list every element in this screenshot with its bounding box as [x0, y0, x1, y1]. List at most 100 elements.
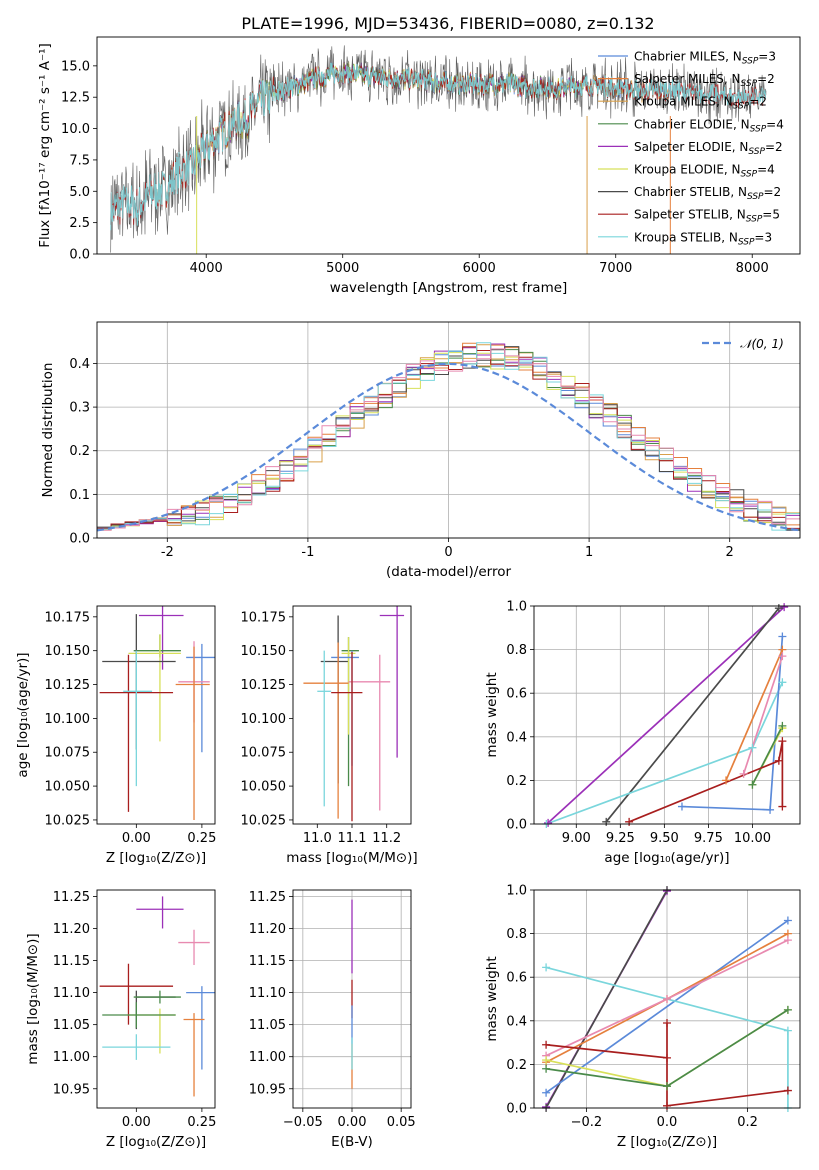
legend-eq: =5 [762, 208, 780, 222]
x-tick-label: 5000 [326, 261, 359, 276]
mass-weight-marker [783, 1086, 792, 1095]
y-tick-label: 10.125 [45, 678, 91, 693]
mass-weight-marker [783, 936, 792, 945]
legend-eq: =2 [749, 95, 767, 109]
mass-weight-marker [774, 756, 783, 765]
x-tick-label: 7000 [599, 261, 632, 276]
mass-weight-marker [778, 652, 787, 661]
y-tick-label: 11.10 [53, 986, 90, 1001]
mass-weight-marker [542, 1056, 551, 1065]
x-tick-label: 4000 [190, 261, 223, 276]
y-tick-label: 10.025 [45, 813, 91, 828]
y-axis-label: age [log₁₀(age/yr)] [15, 652, 31, 777]
mass-weight-marker [542, 1040, 551, 1049]
x-tick-label: 9.50 [650, 831, 679, 846]
y-tick-label: 10.125 [241, 678, 287, 693]
spectrum-line [110, 45, 767, 253]
y-tick-label: 11.25 [249, 890, 286, 905]
y-tick-label: 2.5 [69, 216, 90, 231]
y-tick-label: 11.15 [53, 954, 90, 969]
y-tick-label: 10.175 [241, 610, 287, 625]
y-tick-label: 0.0 [69, 248, 90, 263]
y-tick-label: 10.95 [53, 1082, 90, 1097]
plot-frame [96, 36, 801, 255]
mass-weight-marker [663, 1082, 671, 1091]
y-axis-label: mass weight [484, 956, 500, 1041]
axes-weight_vs_Z: −0.2 0.0 0.2 0.0 0.2 0.4 0.6 0.8 1.0 Z [log₁₀(Z/Z… [484, 884, 801, 1150]
legend-sub: SSP [741, 79, 758, 89]
y-tick-label: 12.5 [61, 91, 90, 106]
y-tick-label: 15.0 [61, 59, 90, 74]
mass-weight-line [605, 607, 780, 823]
y-tick-label: 10.100 [241, 712, 287, 727]
y-tick-label: 0.0 [506, 1102, 527, 1117]
legend-label: Salpeter ELODIE, NSSP=2 [634, 140, 783, 157]
legend-text: Kroupa STELIB, N [634, 230, 738, 244]
y-tick-label: 10.175 [45, 610, 91, 625]
spectrum-line [110, 62, 767, 231]
axes-age_vs_Z: 0.00 0.25 10.025 10.050 10.075 10.100 10.125 10… [15, 605, 216, 866]
mass-weight-marker [663, 1101, 671, 1110]
mass-weight-line [545, 1022, 789, 1107]
legend-label: Chabrier STELIB, NSSP=2 [634, 185, 781, 202]
mass-weight-marker [663, 1053, 671, 1062]
y-tick-label: 10.075 [241, 746, 287, 761]
x-tick-label: 9.75 [694, 831, 723, 846]
x-tick-label: 9.25 [606, 831, 635, 846]
legend-label: Chabrier MILES, NSSP=3 [634, 50, 776, 67]
y-tick-label: 11.25 [53, 890, 90, 905]
legend-label: Salpeter MILES, NSSP=2 [634, 72, 775, 89]
x-tick-label: 11.0 [303, 831, 332, 846]
x-tick-label: 0.00 [122, 1115, 151, 1130]
y-tick-label: 10.075 [45, 746, 91, 761]
mass-weight-marker [677, 802, 686, 811]
legend-sub: SSP [733, 102, 750, 112]
plot-frame [292, 605, 412, 825]
mass-weight-line [545, 919, 789, 1094]
y-tick-label: 11.00 [53, 1050, 90, 1065]
mass-weight-marker [602, 817, 611, 826]
plot-frame [533, 605, 801, 825]
legend-text: Chabrier ELODIE, N [634, 117, 750, 131]
legend-eq: =3 [758, 50, 776, 64]
legend-text: Salpeter MILES, N [634, 72, 741, 86]
y-tick-label: 0.8 [506, 643, 527, 658]
y-tick-label: 0.0 [506, 818, 527, 833]
x-axis-label: Z [log₁₀(Z/Z⊙)] [617, 1134, 717, 1150]
normal-curve [97, 362, 800, 532]
x-tick-label: 8000 [736, 261, 769, 276]
plot-frame [533, 889, 801, 1109]
histogram-line [97, 346, 800, 529]
y-axis-label: mass [log₁₀(M/M⊙)] [25, 933, 41, 1064]
legend-sub: SSP [741, 170, 758, 180]
x-tick-label: −0.05 [283, 1115, 323, 1130]
y-tick-label: 0.6 [506, 971, 527, 986]
legend-text: Chabrier MILES, N [634, 50, 742, 64]
mass-weight-marker [722, 776, 731, 785]
legend-eq: =2 [765, 140, 783, 154]
mass-weight-marker [748, 780, 757, 789]
y-tick-label: 10.0 [61, 122, 90, 137]
x-tick-label: 0 [444, 545, 452, 560]
mass-weight-marker [625, 817, 634, 826]
figure-title: PLATE=1996, MJD=53436, FIBERID=0080, z=0… [241, 14, 654, 33]
y-tick-label: 10.150 [45, 644, 91, 659]
mass-weight-line [545, 890, 668, 1108]
mass-weight-marker [778, 721, 787, 730]
legend-text: Salpeter STELIB, N [634, 208, 746, 222]
legend-label: Kroupa STELIB, NSSP=3 [634, 230, 772, 247]
plot-area-age_vs_Z [99, 606, 215, 820]
y-tick-label: 0.4 [506, 730, 527, 745]
legend-eq: =3 [754, 230, 772, 244]
legend-eq: =2 [764, 185, 782, 199]
x-axis-label: E(B-V) [331, 1134, 373, 1150]
legend-label: Kroupa ELODIE, NSSP=4 [634, 163, 775, 180]
y-tick-label: 10.95 [249, 1082, 286, 1097]
plot-area-age_vs_mass [303, 606, 405, 822]
x-tick-label: 9.00 [562, 831, 591, 846]
y-tick-label: 0.1 [69, 488, 90, 503]
y-tick-label: 5.0 [69, 185, 90, 200]
legend-label: Chabrier ELODIE, NSSP=4 [634, 117, 784, 134]
x-tick-label: −0.2 [571, 1115, 603, 1130]
histogram-line [97, 348, 800, 531]
